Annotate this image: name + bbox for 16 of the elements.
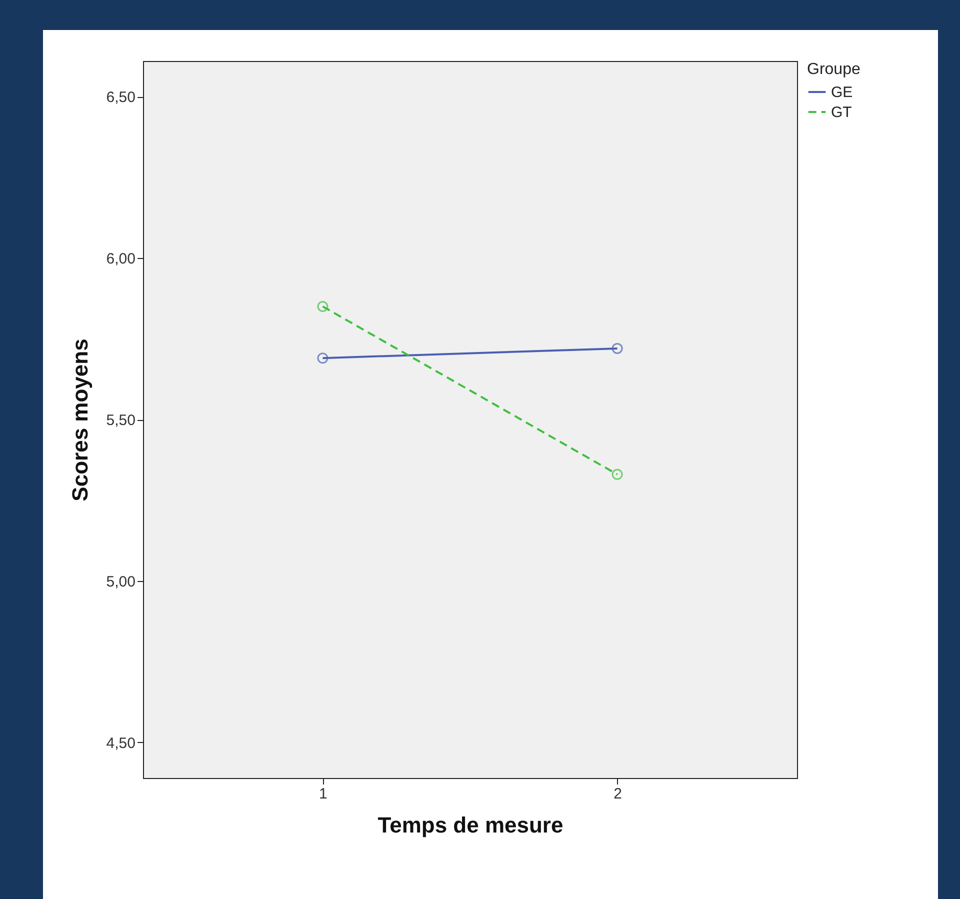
point [317,300,328,312]
point [317,352,328,364]
y-tick-label: 6,00 [106,250,136,268]
y-tick-label: 5,50 [106,412,136,429]
x-tick-label: 2 [614,786,622,802]
legend-label: GT [831,104,852,121]
y-tick-label: 5,00 [106,573,136,590]
x-tick-label: 1 [319,786,328,802]
y-tick-label: 4,50 [106,734,136,752]
y-tick-label: 6,50 [106,89,136,106]
x-axis-title: Temps de mesure [378,812,564,838]
point [612,342,623,354]
point [612,468,623,480]
legend-title: Groupe [807,61,860,78]
y-axis-title: Scores moyens [67,338,92,502]
legend-label: GE [831,84,853,101]
